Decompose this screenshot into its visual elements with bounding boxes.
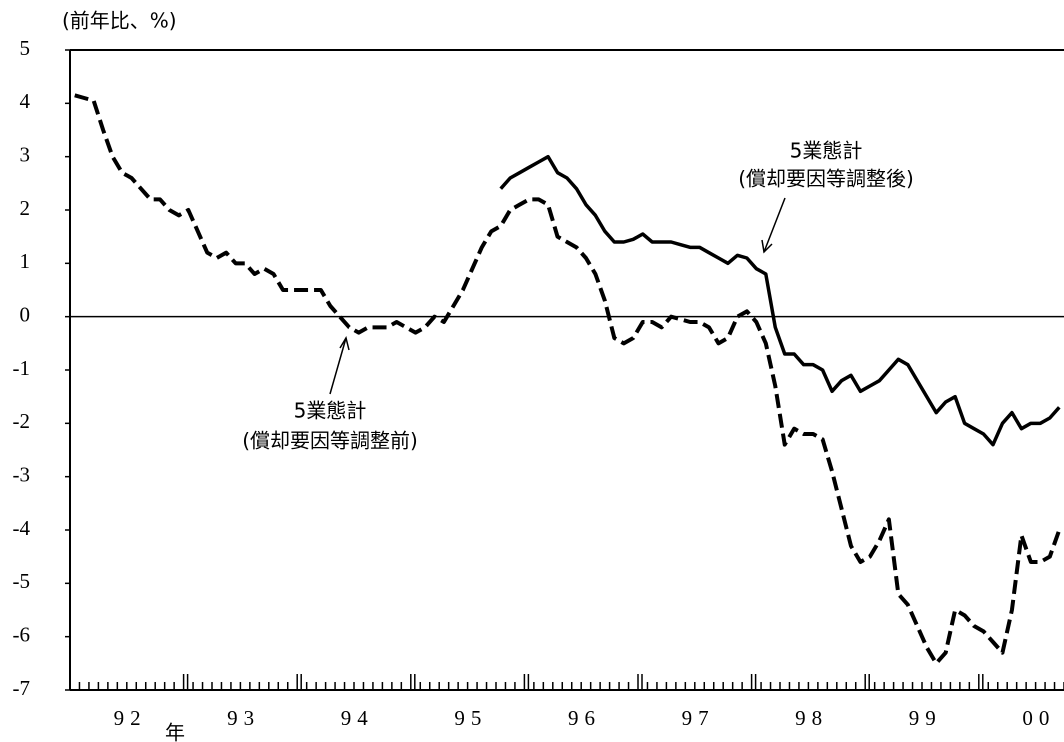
y-tick-label: -4 <box>13 516 31 540</box>
y-tick-label: -2 <box>13 409 31 433</box>
x-tick-label: 97 <box>682 706 715 730</box>
series-line <box>499 154 1061 447</box>
y-tick-label: -5 <box>13 569 31 593</box>
annotation: 5業態計 <box>790 139 863 163</box>
y-tick-label: 1 <box>20 249 31 273</box>
y-tick-label: 4 <box>20 89 31 113</box>
x-tick-label: 99 <box>909 706 942 730</box>
annotation: (償却要因等調整後) <box>738 167 914 191</box>
y-tick-label: 5 <box>20 36 31 60</box>
y-tick-label: -7 <box>13 676 31 700</box>
y-tick-label: 0 <box>20 302 31 326</box>
annotation-arrow <box>763 197 786 253</box>
y-tick-label: 3 <box>20 142 31 166</box>
x-unit-label: 年 <box>165 721 185 742</box>
y-tick-label: 2 <box>20 196 31 220</box>
annotation-arrow <box>329 337 347 395</box>
x-tick-label: 94 <box>341 706 374 730</box>
y-tick-label: -1 <box>13 356 31 380</box>
x-tick-label: 92 <box>114 706 147 730</box>
annotation: 5業態計 <box>294 399 367 423</box>
x-tick-label: 95 <box>454 706 487 730</box>
x-tick-label: 98 <box>795 706 828 730</box>
x-tick-label: 93 <box>227 706 260 730</box>
y-tick-label: -6 <box>13 622 31 646</box>
y-tick-label: -3 <box>13 462 31 486</box>
x-tick-label: 00 <box>1022 706 1055 730</box>
series-line <box>74 93 1062 666</box>
x-tick-label: 96 <box>568 706 601 730</box>
annotation-arrowhead <box>339 336 350 351</box>
y-axis-label: (前年比、%) <box>62 9 177 33</box>
annotation-arrowhead <box>761 239 773 254</box>
annotation: (償却要因等調整前) <box>242 429 418 453</box>
